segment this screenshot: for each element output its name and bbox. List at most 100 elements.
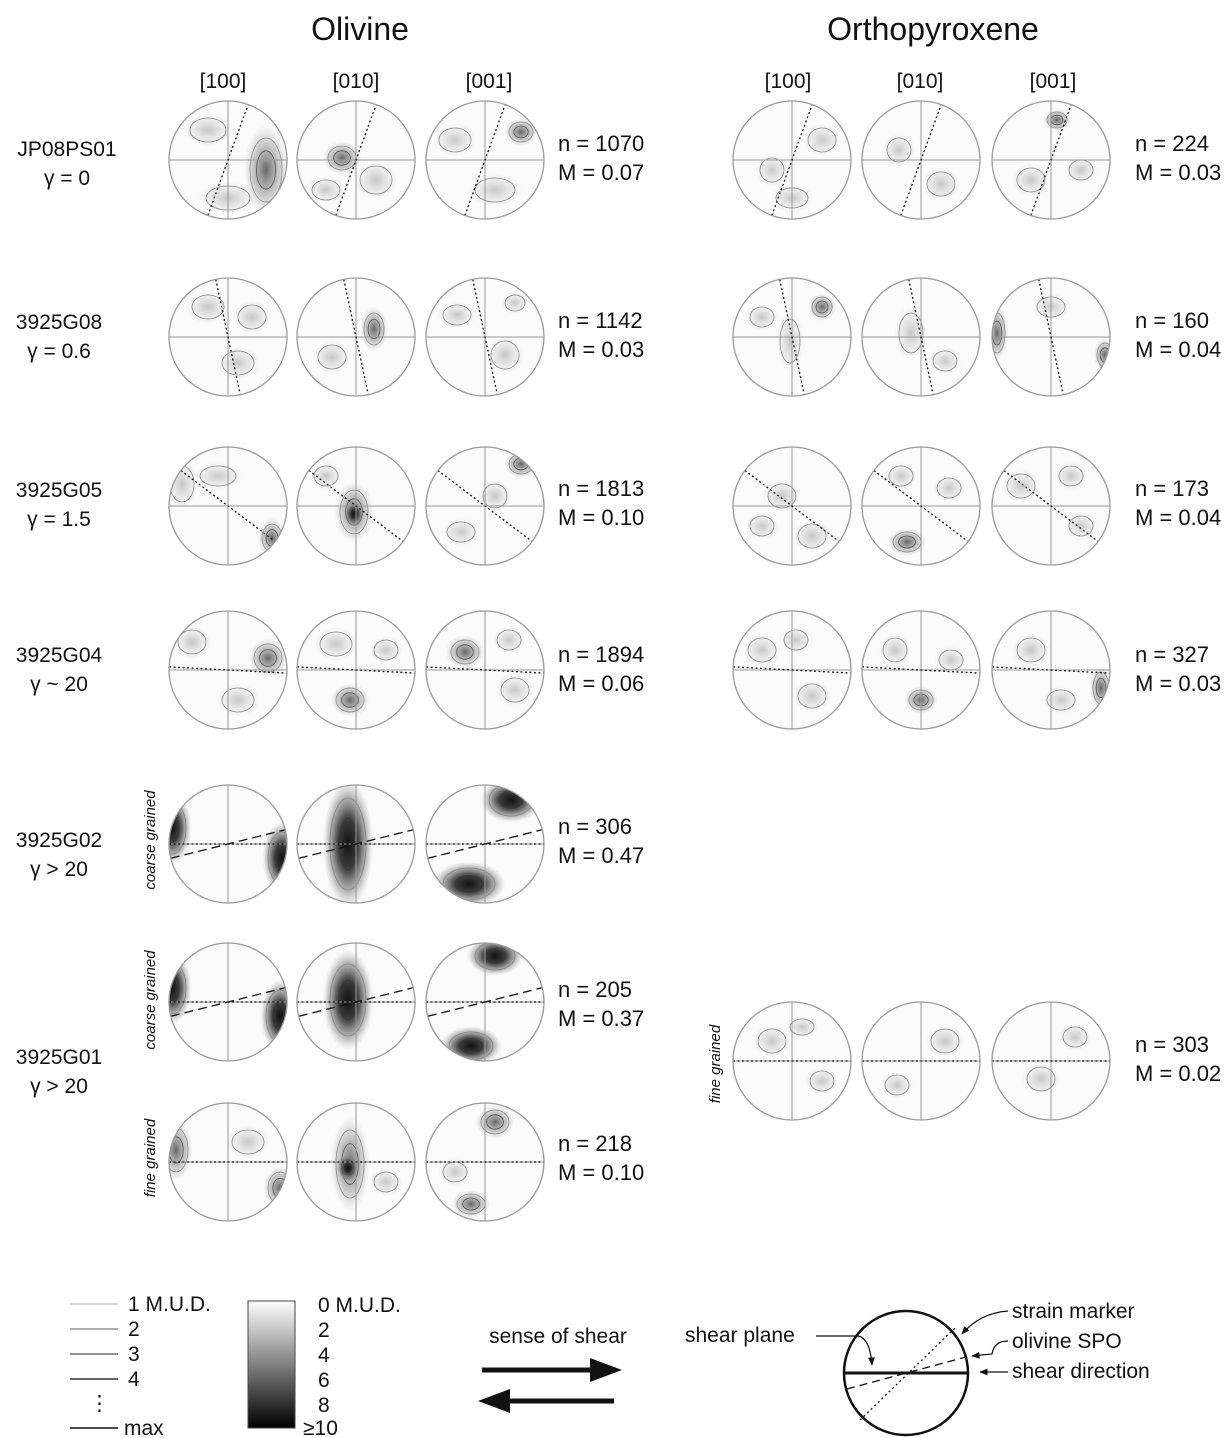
stats-opx-3925g01: n = 303 M = 0.02 (1135, 1032, 1221, 1086)
svg-text:n = 218: n = 218 (558, 1131, 632, 1156)
legend-density-scale: 0 M.U.D. 2 4 6 8 ≥10 (247, 1294, 401, 1438)
svg-text:M = 0.10: M = 0.10 (558, 1160, 644, 1185)
legend-scale-10: ≥10 (303, 1417, 338, 1438)
svg-text:JP08PS01: JP08PS01 (17, 138, 116, 161)
opx-pole-figure-3925g08-100 (732, 277, 852, 397)
ol-pole-figure-jp08ps01-100 (168, 100, 288, 220)
svg-text:n = 224: n = 224 (1135, 131, 1209, 156)
svg-text:n = 327: n = 327 (1135, 642, 1209, 667)
ol-pole-figure-jp08ps01-010 (296, 100, 416, 220)
svg-text:n = 306: n = 306 (558, 814, 632, 839)
ol-pole-figure-3925g04-100 (168, 610, 288, 730)
legend-sense-of-shear: sense of shear (478, 1325, 627, 1413)
ol-pole-figure-3925g02-001 (425, 784, 545, 904)
svg-text:n = 1813: n = 1813 (558, 476, 644, 501)
stats-ol-3925g08: n = 1142 M = 0.03 (558, 308, 644, 362)
sample-label-jp08ps01: JP08PS01 γ = 0 (17, 138, 116, 190)
opx-axis-001: [001] (1030, 70, 1077, 93)
svg-text:M = 0.04: M = 0.04 (1135, 505, 1221, 530)
ol-pole-figure-3925g05-010 (296, 446, 416, 566)
ol-pole-figure-3925g02-010 (296, 784, 416, 904)
sample-label-3925g02: 3925G02 γ > 20 (16, 829, 102, 881)
stats-ol-3925g05: n = 1813 M = 0.10 (558, 476, 644, 530)
legend-contour-3: 3 (128, 1343, 140, 1366)
ol-pole-figure-3925g04-010 (296, 610, 416, 730)
svg-text:γ = 0: γ = 0 (44, 167, 90, 190)
ol-pole-figure-3925g04-001 (425, 610, 545, 730)
opx-pole-figure-3925g01-001 (991, 1001, 1111, 1121)
svg-text:M = 0.03: M = 0.03 (558, 337, 644, 362)
ol-axis-001: [001] (466, 70, 513, 93)
opx-pole-figure-3925g08-010 (861, 277, 981, 397)
ol-pole-figure-3925g01-coarse-100 (168, 942, 288, 1062)
svg-text:n = 205: n = 205 (558, 977, 632, 1002)
svg-text:3925G04: 3925G04 (16, 644, 103, 667)
svg-text:n = 1142: n = 1142 (558, 308, 643, 333)
ol-axis-010: [010] (333, 70, 380, 93)
legend-contours: 1 M.U.D. 2 3 4 ⋮ max (70, 1293, 211, 1438)
ol-pole-figure-3925g08-010 (296, 277, 416, 397)
ol-pole-figure-3925g01-coarse-010 (296, 942, 416, 1062)
stats-opx-jp08ps01: n = 224 M = 0.03 (1135, 131, 1221, 185)
schematic-strain-marker-label: strain marker (1012, 1300, 1135, 1323)
sample-label-3925g04: 3925G04 γ ~ 20 (16, 644, 103, 696)
pole-figures (168, 100, 1111, 1222)
schematic-shear-direction-label: shear direction (1012, 1360, 1150, 1383)
arrow-right-icon (590, 1358, 622, 1382)
ol-pole-figure-3925g08-001 (425, 277, 545, 397)
sample-label-3925g08: 3925G08 γ = 0.6 (16, 311, 102, 363)
svg-text:n = 160: n = 160 (1135, 308, 1209, 333)
sample-label-3925g01: 3925G01 γ > 20 (16, 1046, 102, 1098)
opx-pole-figure-3925g01-010 (861, 1001, 981, 1121)
svg-text:n = 1070: n = 1070 (558, 131, 644, 156)
svg-text:M = 0.03: M = 0.03 (1135, 160, 1221, 185)
svg-text:3925G08: 3925G08 (16, 311, 102, 334)
stats-opx-3925g05: n = 173 M = 0.04 (1135, 476, 1221, 530)
ol-pole-figure-3925g01-fine-100 (168, 1102, 288, 1222)
legend-scale-0: 0 M.U.D. (318, 1294, 401, 1317)
svg-text:n = 173: n = 173 (1135, 476, 1209, 501)
sense-of-shear-label: sense of shear (489, 1325, 627, 1348)
legend-contour-ellipsis: ⋮ (89, 1392, 110, 1415)
svg-text:3925G02: 3925G02 (16, 829, 102, 852)
ol-pole-figure-jp08ps01-001 (425, 100, 545, 220)
svg-text:M = 0.07: M = 0.07 (558, 160, 644, 185)
legend-contour-4: 4 (128, 1368, 140, 1391)
grain-label-g01-coarse: coarse grained (142, 950, 159, 1050)
opx-pole-figure-3925g05-100 (732, 446, 852, 566)
opx-pole-figure-jp08ps01-010 (861, 100, 981, 220)
orthopyroxene-title: Orthopyroxene (827, 11, 1039, 47)
opx-pole-figure-3925g01-100 (732, 1001, 852, 1121)
ol-axis-100: [100] (200, 70, 247, 93)
legend-scale-2: 2 (318, 1319, 330, 1342)
opx-axis-100: [100] (765, 70, 812, 93)
opx-pole-figure-3925g05-001 (991, 446, 1111, 566)
legend-contour-1: 1 M.U.D. (128, 1293, 211, 1316)
opx-pole-figure-jp08ps01-001 (991, 100, 1111, 220)
arrow-left-icon (478, 1389, 510, 1413)
svg-text:γ = 0.6: γ = 0.6 (27, 340, 91, 363)
svg-text:γ = 1.5: γ = 1.5 (27, 508, 91, 531)
svg-text:M = 0.37: M = 0.37 (558, 1006, 644, 1031)
svg-text:3925G05: 3925G05 (16, 479, 102, 502)
opx-pole-figure-3925g05-010 (861, 446, 981, 566)
svg-text:M = 0.10: M = 0.10 (558, 505, 644, 530)
svg-text:M = 0.04: M = 0.04 (1135, 337, 1221, 362)
ol-pole-figure-3925g02-100 (168, 784, 288, 904)
stats-ol-3925g01-coarse: n = 205 M = 0.37 (558, 977, 644, 1031)
svg-text:γ > 20: γ > 20 (30, 858, 88, 881)
opx-pole-figure-3925g04-010 (861, 610, 981, 730)
ol-pole-figure-3925g01-fine-010 (296, 1102, 416, 1222)
ol-pole-figure-3925g01-fine-001 (425, 1102, 545, 1222)
olivine-title: Olivine (311, 11, 409, 47)
stats-opx-3925g08: n = 160 M = 0.04 (1135, 308, 1221, 362)
opx-pole-figure-3925g04-001 (991, 610, 1111, 730)
grain-label-g02-coarse: coarse grained (142, 790, 159, 890)
schematic-shear-plane-label: shear plane (685, 1324, 795, 1347)
legend-scale-4: 4 (318, 1344, 330, 1367)
svg-text:n = 303: n = 303 (1135, 1032, 1209, 1057)
legend-scale-8: 8 (318, 1394, 330, 1417)
stats-ol-3925g01-fine: n = 218 M = 0.10 (558, 1131, 644, 1185)
svg-text:n = 1894: n = 1894 (558, 642, 644, 667)
